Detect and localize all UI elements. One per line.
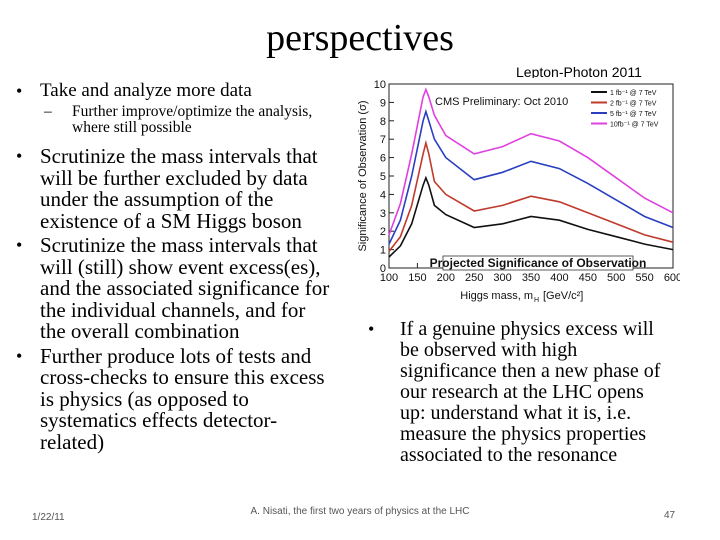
chart-title-box (442, 255, 634, 271)
bullet-text: Further produce lots of tests and cross-… (40, 343, 325, 454)
x-tick-label: 550 (635, 272, 653, 284)
left-text-column: • Take and analyze more data – Further i… (14, 80, 334, 456)
chart-axes: 0 1 2 3 4 5 6 7 8 9 10 100 150 200 250 300 350 400 450 500 5… (374, 79, 680, 284)
series-line (388, 175, 674, 258)
bullet-text: Scrutinize the mass intervals that will … (40, 233, 330, 343)
bullet-item: • Scrutinize the mass intervals that wil… (14, 233, 334, 343)
series-line (388, 139, 674, 252)
y-tick-label: 8 (380, 116, 386, 128)
figure-label: Lepton-Photon 2011 (516, 64, 642, 80)
legend-label: 1 fb⁻¹ @ 7 TeV (610, 90, 657, 97)
bullet-item: • If a genuine physics excess will be ob… (368, 319, 668, 466)
sub-bullet-text: Further improve/optimize the analysis, w… (72, 103, 313, 136)
chart-x-axis-label-subscript: H (534, 297, 539, 303)
x-tick-label: 300 (493, 272, 511, 284)
legend-label: 2 fb⁻¹ @ 7 TeV (610, 101, 657, 108)
sub-bullet-item: – Further improve/optimize the analysis,… (14, 104, 334, 136)
bullet-marker: • (368, 319, 375, 339)
x-tick-label: 350 (522, 272, 540, 284)
bullet-item: • Take and analyze more data (14, 80, 334, 102)
chart-x-axis-label: Higgs mass, m (460, 290, 533, 302)
x-tick-label: 400 (550, 272, 568, 284)
significance-chart: 0 1 2 3 4 5 6 7 8 9 10 100 150 200 250 300 350 400 450 500 5… (355, 78, 680, 303)
y-tick-label: 0 (380, 263, 386, 275)
chart-x-axis-label-group: Higgs mass, m H [GeV/c²] (460, 290, 583, 303)
series-line (388, 87, 674, 236)
y-tick-label: 6 (380, 153, 386, 165)
chart-legend: 1 fb⁻¹ @ 7 TeV 2 fb⁻¹ @ 7 TeV 5 fb⁻¹ @ 7 T… (591, 90, 659, 129)
x-tick-label: 150 (408, 272, 426, 284)
chart-series-group (388, 87, 674, 258)
legend-label: 10fb⁻¹ @ 7 TeV (610, 122, 659, 129)
bullet-text: If a genuine physics excess will be obse… (400, 318, 661, 466)
y-tick-label: 10 (374, 79, 386, 91)
y-tick-label: 3 (380, 208, 386, 220)
footer-page-number: 47 (664, 510, 676, 521)
x-tick-label: 500 (607, 272, 625, 284)
chart-y-axis-label: Significance of Observation (σ) (357, 100, 369, 251)
slide-title: perspectives (266, 17, 454, 59)
y-tick-label: 5 (380, 171, 386, 183)
right-text-column: • If a genuine physics excess will be ob… (368, 319, 668, 469)
chart-title: Projected Significance of Observation (430, 256, 647, 270)
y-tick-label: 1 (380, 245, 386, 257)
x-tick-label: 250 (465, 272, 483, 284)
legend-label: 5 fb⁻¹ @ 7 TeV (610, 111, 657, 118)
chart-x-axis-unit: [GeV/c²] (543, 290, 583, 302)
bullet-item: • Scrutinize the mass intervals that wil… (14, 144, 334, 233)
chart-inset-label: CMS Preliminary: Oct 2010 (435, 96, 568, 108)
bullet-marker: • (16, 235, 23, 255)
y-tick-label: 2 (380, 226, 386, 238)
y-tick-label: 4 (380, 189, 386, 201)
bullet-marker: • (16, 81, 23, 101)
footer-author-note: A. Nisati, the first two years of physic… (250, 506, 470, 517)
x-tick-label: 100 (380, 272, 398, 284)
y-tick-label: 7 (380, 134, 386, 146)
footer-date: 1/22/11 (32, 512, 65, 523)
x-tick-label: 450 (579, 272, 597, 284)
bullet-marker: • (16, 345, 23, 366)
y-tick-label: 9 (380, 97, 386, 109)
bullet-item: • Further produce lots of tests and cros… (14, 343, 334, 454)
x-tick-label: 600 (664, 272, 680, 284)
bullet-text: Take and analyze more data (40, 80, 252, 101)
bullet-text: Scrutinize the mass intervals that will … (40, 144, 318, 233)
bullet-marker: • (16, 146, 23, 166)
series-line (388, 108, 674, 245)
x-tick-label: 200 (437, 272, 455, 284)
dash-marker: – (44, 103, 52, 120)
